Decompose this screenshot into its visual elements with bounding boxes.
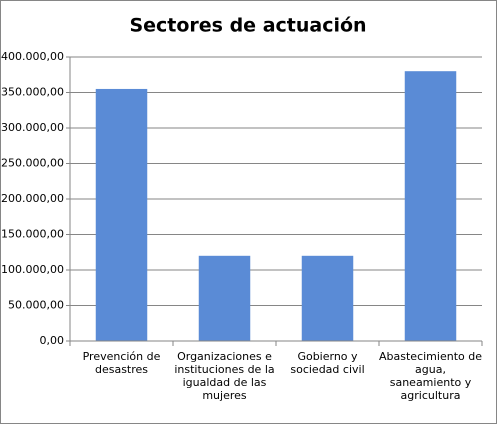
- x-tick-label: Prevención de desastres: [82, 350, 161, 376]
- x-tick-label: Abastecimiento de agua, saneamiento y ag…: [379, 350, 482, 402]
- bar: [95, 88, 148, 341]
- x-tick-label: Organizaciones e instituciones de la igu…: [174, 350, 275, 402]
- x-tick-label: Gobierno y sociedad civil: [290, 350, 365, 376]
- y-tick-label: 100.000,00: [1, 263, 64, 276]
- bar: [198, 255, 251, 341]
- y-tick-label: 150.000,00: [1, 228, 64, 241]
- y-tick-label: 200.000,00: [1, 192, 64, 205]
- y-tick-label: 0,00: [40, 334, 65, 347]
- bar: [301, 255, 354, 341]
- bar: [404, 71, 457, 341]
- chart-title: Sectores de actuación: [129, 15, 366, 37]
- y-tick-label: 300.000,00: [1, 121, 64, 134]
- y-tick-label: 350.000,00: [1, 86, 64, 99]
- y-tick-label: 250.000,00: [1, 157, 64, 170]
- y-tick-label: 400.000,00: [1, 50, 64, 63]
- y-tick-label: 50.000,00: [8, 299, 64, 312]
